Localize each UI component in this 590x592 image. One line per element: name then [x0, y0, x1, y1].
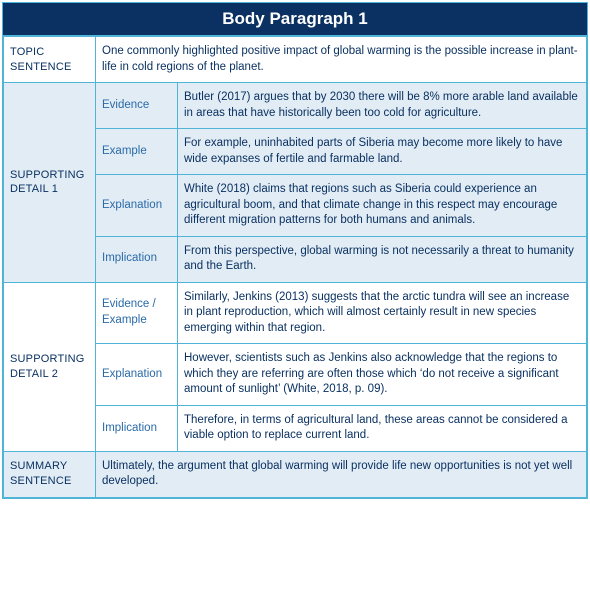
text-sd1-example: For example, uninhabited parts of Siberi… [178, 129, 587, 175]
row-sd2-evidence-example: SUPPORTING DETAIL 2 Evidence / Example S… [4, 282, 587, 344]
sublabel-sd1-implication: Implication [96, 236, 178, 282]
sublabel-sd1-evidence: Evidence [96, 83, 178, 129]
text-summary-sentence: Ultimately, the argument that global war… [96, 451, 587, 497]
label-supporting-detail-2: SUPPORTING DETAIL 2 [4, 282, 96, 451]
text-sd1-evidence: Butler (2017) argues that by 2030 there … [178, 83, 587, 129]
text-sd2-implication: Therefore, in terms of agricultural land… [178, 405, 587, 451]
label-summary-sentence: SUMMARY SENTENCE [4, 451, 96, 497]
text-sd2-explanation: However, scientists such as Jenkins also… [178, 344, 587, 406]
label-topic-sentence: TOPIC SENTENCE [4, 37, 96, 83]
text-sd2-evidence-example: Similarly, Jenkins (2013) suggests that … [178, 282, 587, 344]
label-supporting-detail-1: SUPPORTING DETAIL 1 [4, 83, 96, 283]
row-summary-sentence: SUMMARY SENTENCE Ultimately, the argumen… [4, 451, 587, 497]
sublabel-sd2-implication: Implication [96, 405, 178, 451]
row-topic-sentence: TOPIC SENTENCE One commonly highlighted … [4, 37, 587, 83]
text-sd1-explanation: White (2018) claims that regions such as… [178, 175, 587, 237]
sublabel-sd2-explanation: Explanation [96, 344, 178, 406]
sublabel-sd1-example: Example [96, 129, 178, 175]
text-sd1-implication: From this perspective, global warming is… [178, 236, 587, 282]
content-table: TOPIC SENTENCE One commonly highlighted … [3, 36, 587, 498]
sublabel-sd1-explanation: Explanation [96, 175, 178, 237]
row-sd1-evidence: SUPPORTING DETAIL 1 Evidence Butler (201… [4, 83, 587, 129]
sublabel-sd2-evidence-example: Evidence / Example [96, 282, 178, 344]
paragraph-table: Body Paragraph 1 TOPIC SENTENCE One comm… [2, 2, 588, 499]
text-topic-sentence: One commonly highlighted positive impact… [96, 37, 587, 83]
table-title: Body Paragraph 1 [3, 3, 587, 36]
